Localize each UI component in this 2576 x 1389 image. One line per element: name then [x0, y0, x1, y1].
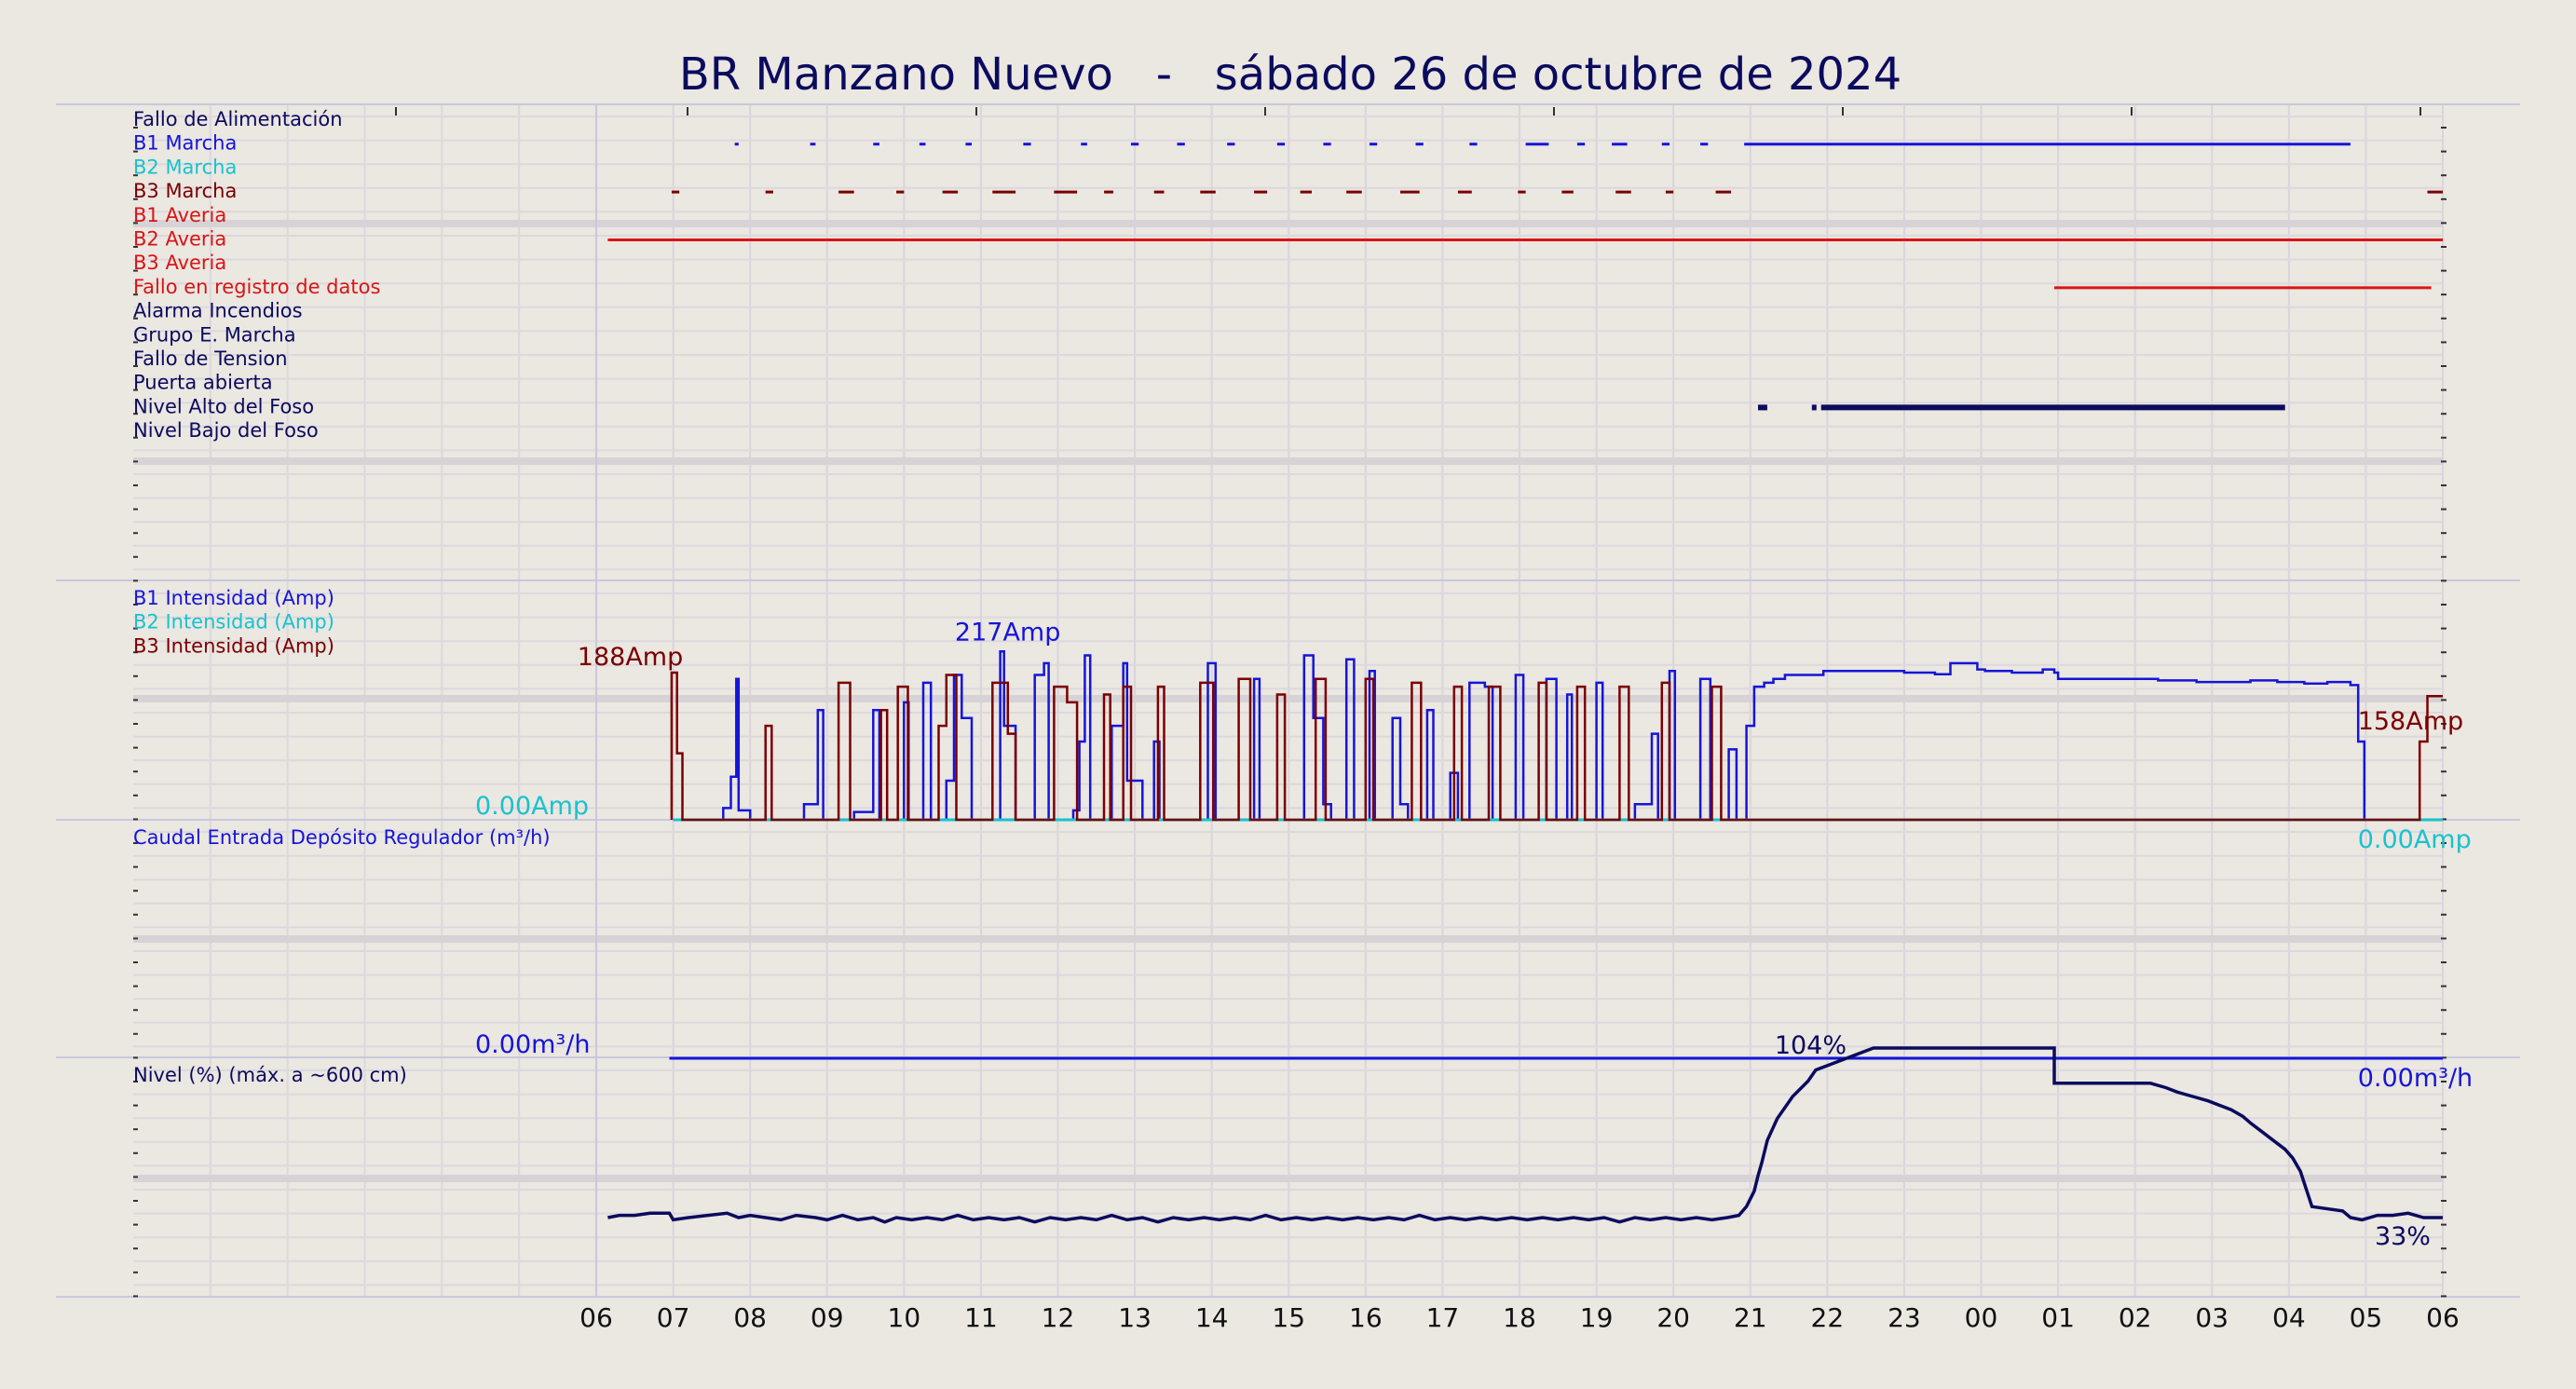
- data-label: 158Amp: [2358, 707, 2463, 736]
- x-tick-label: 06: [2426, 1302, 2460, 1333]
- legend-entry: B1 Intensidad (Amp): [133, 587, 334, 609]
- series-line: [670, 671, 2443, 822]
- x-tick-label: 03: [2195, 1302, 2228, 1333]
- x-tick-label: 19: [1580, 1302, 1614, 1333]
- series-line: [673, 650, 2443, 822]
- x-tick-label: 22: [1811, 1302, 1845, 1333]
- legend-entry: B2 Marcha: [133, 156, 237, 178]
- x-tick-label: 04: [2272, 1302, 2306, 1333]
- data-label: 217Amp: [955, 619, 1060, 647]
- x-tick-label: 21: [1734, 1302, 1767, 1333]
- data-label: 0.00Amp: [475, 792, 589, 821]
- legend-entry: B1 Marcha: [133, 132, 237, 155]
- x-tick-label: 01: [2041, 1302, 2075, 1333]
- legend-entry: Fallo en registro de datos: [133, 276, 380, 298]
- legend-entry: Fallo de Alimentación: [133, 108, 343, 130]
- x-tick-label: 05: [2350, 1302, 2383, 1333]
- legend-entry: B2 Averia: [133, 228, 226, 251]
- series-line: [607, 1046, 2443, 1224]
- x-tick-label: 15: [1272, 1302, 1305, 1333]
- x-tick-label: 07: [657, 1302, 690, 1333]
- legend-entry: Alarma Incendios: [133, 300, 303, 322]
- legend-entry: B3 Marcha: [133, 180, 237, 202]
- x-tick-label: 08: [733, 1302, 767, 1333]
- chart-title: BR Manzano Nuevo - sábado 26 de octubre …: [679, 48, 1901, 101]
- legend-entry: Nivel Bajo del Foso: [133, 419, 319, 442]
- legend-entry: Fallo de Tension: [133, 347, 288, 370]
- legend-entry: Grupo E. Marcha: [133, 323, 296, 346]
- x-tick-label: 16: [1349, 1302, 1383, 1333]
- legend-entry: B3 Intensidad (Amp): [133, 634, 334, 657]
- data-label: 188Amp: [578, 643, 683, 672]
- x-tick-label: 10: [888, 1302, 921, 1333]
- legend-entry: B2 Intensidad (Amp): [133, 611, 334, 633]
- legend-entry: Nivel (%) (máx. a ~600 cm): [133, 1064, 407, 1086]
- data-label: 104%: [1775, 1031, 1847, 1060]
- legend-entry: Caudal Entrada Depósito Regulador (m³/h): [133, 826, 551, 849]
- x-tick-label: 12: [1042, 1302, 1075, 1333]
- x-tick-label: 17: [1426, 1302, 1460, 1333]
- legend-entry: B1 Averia: [133, 204, 226, 226]
- x-tick-label: 02: [2119, 1302, 2152, 1333]
- x-tick-label: 11: [964, 1302, 998, 1333]
- data-label: 0.00Amp: [2358, 825, 2472, 854]
- x-tick-label: 23: [1888, 1302, 1921, 1333]
- intensity-panel: B1 Intensidad (Amp)B2 Intensidad (Amp)B3…: [133, 587, 2472, 854]
- flow-panel: Caudal Entrada Depósito Regulador (m³/h)…: [133, 826, 2473, 1093]
- legend-entry: Nivel Alto del Foso: [133, 395, 314, 417]
- x-tick-label: 20: [1656, 1302, 1690, 1333]
- x-axis-tick-labels: 06 07 08 09 10 11 12 13 14 15 16 17 18 19 20 21 22 23 00 01…: [579, 1302, 2460, 1333]
- x-tick-label: 18: [1503, 1302, 1536, 1333]
- data-label: 33%: [2375, 1222, 2431, 1251]
- data-label: 0.00m³/h: [475, 1030, 590, 1059]
- legend-entry: B3 Averia: [133, 252, 226, 274]
- x-tick-label: 00: [1965, 1302, 1998, 1333]
- data-label: 0.00m³/h: [2358, 1064, 2473, 1093]
- x-tick-label: 13: [1118, 1302, 1152, 1333]
- x-tick-label: 06: [579, 1302, 613, 1333]
- level-panel: Nivel (%) (máx. a ~600 cm) 104% 33%: [133, 1031, 2443, 1251]
- x-tick-label: 14: [1195, 1302, 1229, 1333]
- x-tick-label: 09: [811, 1302, 844, 1333]
- legend-entry: Puerta abierta: [133, 372, 273, 394]
- grid-lines: [133, 104, 2444, 1297]
